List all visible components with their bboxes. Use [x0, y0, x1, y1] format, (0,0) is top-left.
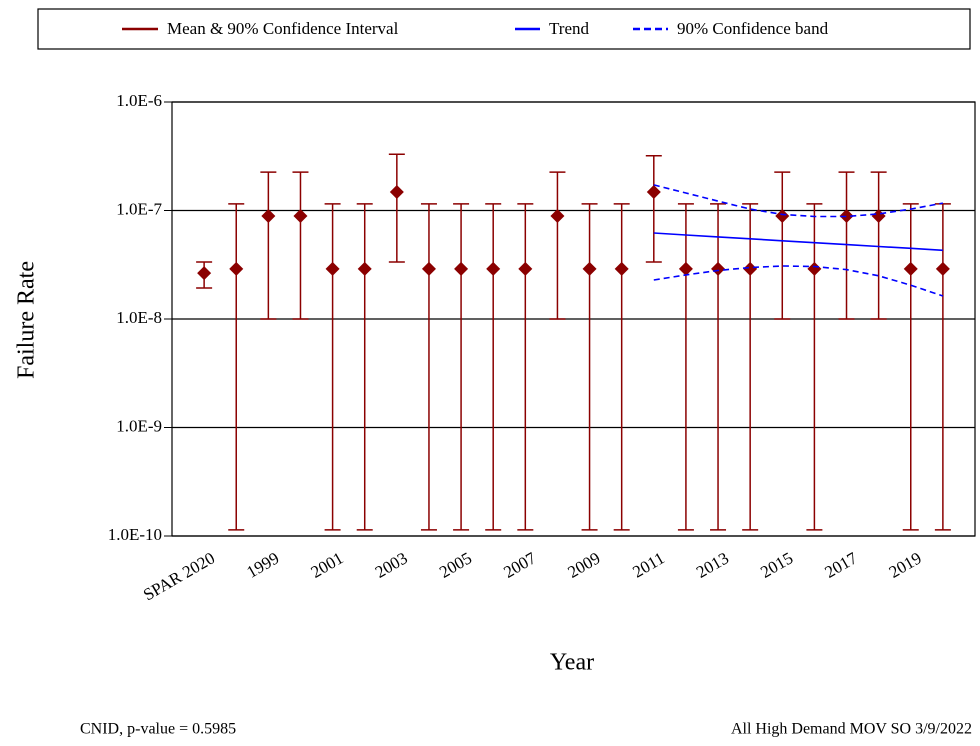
mean-marker	[518, 261, 533, 276]
x-tick-label: 2003	[372, 548, 411, 581]
footnote-right: All High Demand MOV SO 3/9/2022	[731, 721, 972, 738]
x-tick-label: 2015	[757, 548, 796, 581]
band-lower	[653, 265, 944, 297]
x-tick-label: 2017	[822, 548, 861, 582]
y-tick-label: 1.0E-10	[108, 525, 162, 544]
y-tick-label: 1.0E-9	[116, 416, 162, 435]
mean-marker	[550, 208, 565, 223]
mean-marker	[454, 261, 469, 276]
mean-marker	[357, 261, 372, 276]
mean-marker	[197, 266, 212, 281]
y-tick-label: 1.0E-6	[116, 91, 162, 110]
mean-marker	[839, 208, 854, 223]
mean-marker	[871, 208, 886, 223]
legend: Mean & 90% Confidence Interval Trend 90% C…	[122, 19, 829, 38]
legend-label: Trend	[549, 19, 589, 38]
y-tick-label: 1.0E-8	[116, 308, 162, 327]
x-tick-label: 2019	[886, 548, 925, 581]
trend-line	[653, 232, 943, 252]
x-tick-label: 2001	[308, 548, 347, 581]
x-axis-label: Year	[550, 650, 594, 676]
x-tick-label: 2011	[629, 548, 667, 581]
mean-marker	[293, 208, 308, 223]
mean-marker	[903, 261, 918, 276]
x-tick-label: SPAR 2020	[140, 548, 218, 604]
footnote-left: CNID, p-value = 0.5985	[80, 721, 236, 738]
mean-marker	[678, 261, 693, 276]
plot-frame	[171, 101, 976, 537]
legend-box	[37, 8, 971, 50]
x-tick-label: 2007	[500, 548, 539, 582]
legend-label: 90% Confidence band	[677, 19, 829, 38]
mean-marker	[614, 261, 629, 276]
mean-marker	[389, 185, 404, 200]
mean-marker	[325, 261, 340, 276]
mean-marker	[807, 261, 822, 276]
mean-marker	[261, 208, 276, 223]
mean-marker	[711, 261, 726, 276]
y-tick-label: 1.0E-7	[116, 199, 162, 218]
mean-marker	[582, 261, 597, 276]
x-tick-label: 2013	[693, 548, 732, 581]
mean-marker	[421, 261, 436, 276]
mean-marker	[646, 185, 661, 200]
x-tick-label: 1999	[243, 548, 282, 581]
y-axis-label: Failure Rate	[14, 261, 40, 379]
mean-marker	[743, 261, 758, 276]
mean-marker	[775, 208, 790, 223]
mean-marker	[935, 261, 950, 276]
band-upper	[653, 184, 944, 218]
mean-marker	[229, 261, 244, 276]
legend-label: Mean & 90% Confidence Interval	[167, 19, 399, 38]
mean-marker	[486, 261, 501, 276]
x-tick-label: 2005	[436, 548, 475, 581]
x-tick-label: 2009	[565, 548, 604, 581]
